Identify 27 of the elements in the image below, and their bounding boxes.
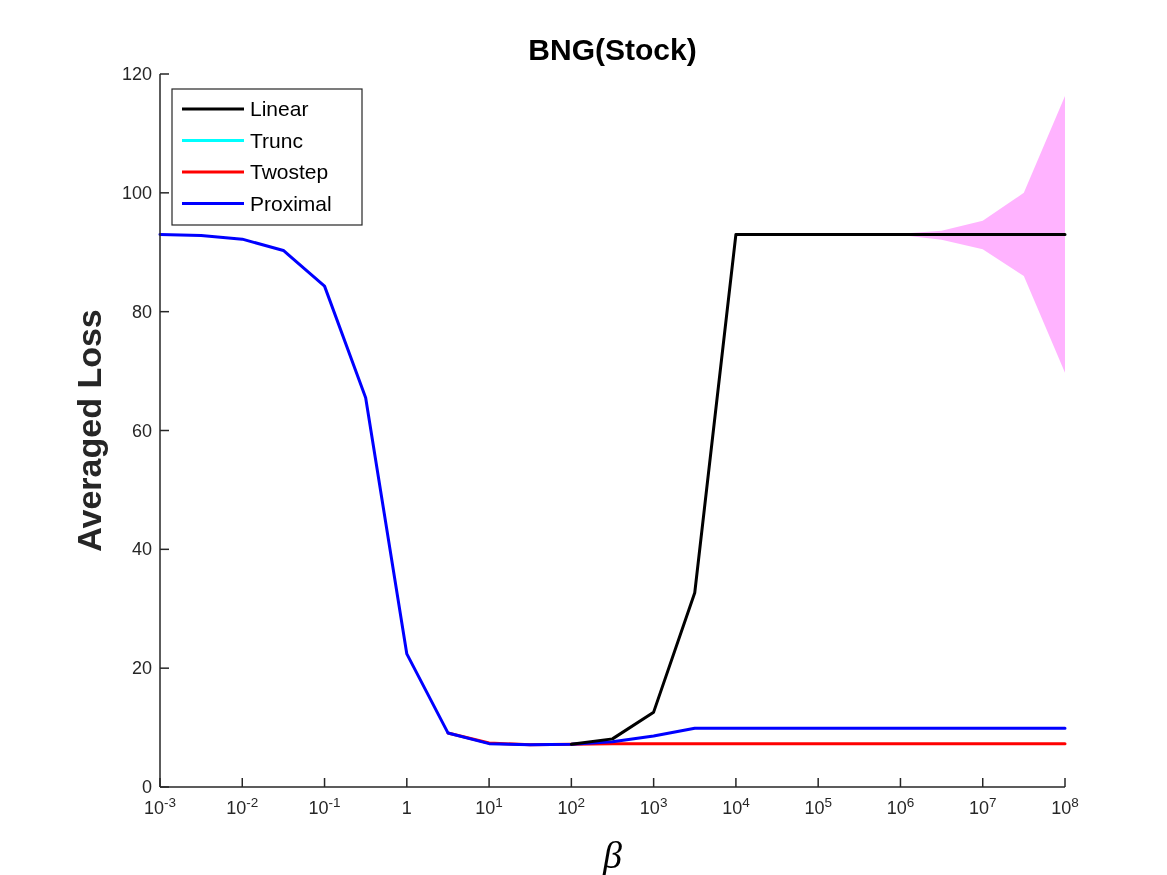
x-tick-label: 10$^{8}$ — [1051, 794, 1079, 818]
y-tick-label: 0 — [141, 777, 152, 797]
x-tick-label: 10$^{4}$ — [722, 794, 751, 818]
x-tick-label: 10$^{7}$ — [968, 794, 997, 818]
legend-label: Twostep — [250, 160, 329, 183]
line-series — [569, 232, 1067, 746]
chart-title: BNG(Stock) — [528, 33, 697, 66]
line-series — [158, 232, 1067, 747]
x-tick-label: 10$^{2}$ — [557, 794, 586, 818]
x-tick-label: 1 — [401, 798, 412, 818]
x-tick-label: 10$^{-1}$ — [308, 794, 341, 818]
legend-label: Proximal — [250, 191, 332, 215]
x-tick-label: 10$^{3}$ — [639, 794, 668, 818]
y-axis-title: Averaged Loss — [70, 309, 108, 552]
y-tick-label: 60 — [131, 420, 152, 441]
x-tick-label: 10$^{6}$ — [886, 794, 915, 818]
x-tick-label: 10$^{-3}$ — [143, 794, 177, 818]
legend-label: Linear — [250, 97, 309, 120]
y-tick-label: 100 — [121, 182, 152, 203]
y-tick-label: 40 — [131, 539, 152, 560]
y-tick-label: 120 — [121, 64, 152, 84]
legend-label: Trunc — [250, 128, 303, 152]
x-tick-label: 10$^{1}$ — [475, 794, 503, 818]
y-tick-label: 80 — [131, 301, 152, 322]
x-tick-label: 10$^{-2}$ — [226, 794, 259, 818]
y-tick-label: 20 — [131, 658, 152, 679]
x-tick-label: 10$^{5}$ — [804, 794, 832, 818]
